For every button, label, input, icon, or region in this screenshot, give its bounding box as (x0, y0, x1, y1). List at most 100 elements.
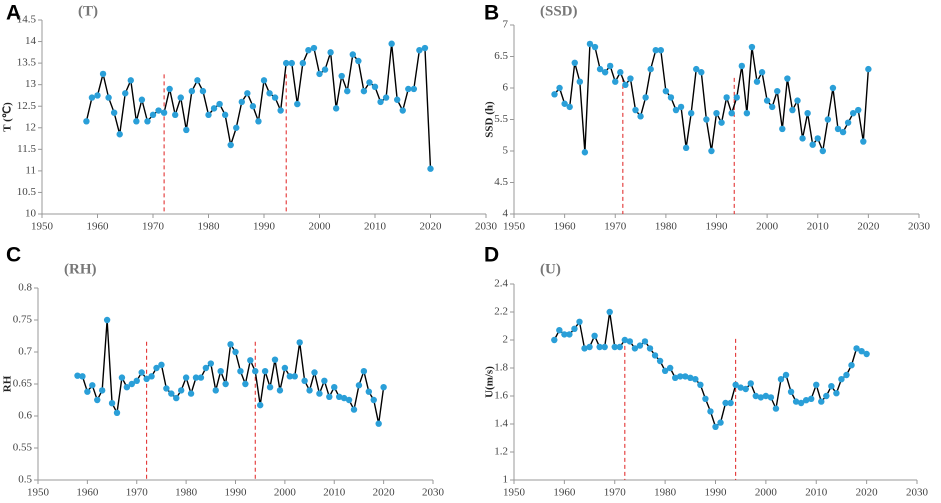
x-tick-label: 2020 (856, 487, 879, 499)
point (612, 78, 619, 85)
x-tick-label: 2010 (323, 487, 346, 499)
point (804, 110, 811, 117)
point (819, 147, 827, 155)
point (576, 318, 583, 325)
point (416, 46, 423, 54)
point (551, 336, 558, 344)
point (144, 118, 151, 125)
point (261, 368, 269, 375)
x-tick-label: 2000 (309, 221, 332, 233)
point (355, 57, 362, 65)
point (792, 398, 800, 405)
point (631, 345, 639, 352)
point (255, 118, 262, 125)
point (110, 109, 118, 116)
point (188, 87, 196, 95)
x-tick-label: 2000 (756, 221, 779, 233)
series-line (553, 42, 870, 154)
y-tick-label: 2 (503, 334, 509, 346)
point (858, 348, 865, 355)
point (641, 338, 649, 345)
point (233, 124, 240, 131)
point (632, 106, 639, 114)
point (863, 350, 870, 358)
point (848, 362, 855, 369)
point (829, 84, 837, 92)
point (823, 392, 830, 400)
point (809, 141, 816, 148)
point (227, 141, 234, 149)
y-tick-label: 2.4 (494, 278, 508, 290)
point (281, 364, 289, 372)
point (843, 371, 850, 379)
panel: D (U) U(m/s) 1950 1960 1970 1980 1990 2000 2010 20… (484, 244, 929, 499)
y-tick-label: 5 (503, 145, 509, 157)
point (375, 420, 382, 427)
point (338, 72, 345, 80)
point (718, 119, 725, 126)
point (118, 374, 126, 381)
y-tick-label: 0.7 (18, 346, 32, 358)
y-tick-label: 1 (503, 474, 509, 486)
point (708, 147, 715, 155)
x-tick-label: 1960 (553, 487, 576, 499)
point (646, 345, 654, 352)
point (394, 96, 401, 103)
point (88, 94, 96, 101)
panel: A (T) T (℃) 1950 1960 1970 1980 1990 2000 2010 202… (2, 2, 498, 233)
point (601, 343, 608, 351)
series-line (85, 43, 432, 169)
point (256, 401, 264, 409)
point (722, 399, 729, 407)
point (377, 98, 384, 106)
point (616, 343, 623, 351)
point (561, 331, 568, 338)
point (723, 94, 730, 101)
panel-letter: D (484, 244, 499, 267)
point (581, 149, 589, 156)
panel-letter: A (6, 2, 21, 25)
panel: B (SSD) SSD (h) 1950 1960 1970 1980 1990 2000 201… (484, 2, 931, 233)
x-tick-label: 1990 (225, 487, 248, 499)
x-tick-label: 1980 (654, 487, 677, 499)
point (266, 90, 273, 97)
x-tick-label: 2030 (906, 487, 929, 499)
point (717, 419, 724, 426)
point (242, 380, 249, 388)
x-tick-label: 1970 (126, 487, 149, 499)
y-tick-label: 7 (503, 19, 509, 31)
point (651, 352, 659, 359)
point (571, 59, 578, 66)
point (306, 387, 313, 394)
point (301, 377, 308, 384)
point (316, 70, 323, 78)
point (207, 360, 215, 367)
point (216, 100, 223, 108)
point (849, 110, 857, 117)
point (277, 107, 284, 114)
point (828, 383, 835, 390)
point (713, 110, 720, 117)
point (405, 85, 412, 93)
point (808, 395, 815, 402)
y-tick-label: 0.75 (13, 314, 33, 326)
point (286, 373, 294, 380)
point (596, 65, 604, 73)
point (687, 110, 695, 117)
point (556, 327, 563, 334)
point (158, 361, 165, 368)
y-tick-label: 1.4 (494, 418, 508, 430)
x-tick-label: 2020 (373, 487, 396, 499)
point (210, 105, 218, 112)
point (350, 406, 358, 413)
point (344, 87, 351, 95)
point (116, 131, 123, 138)
point (737, 384, 744, 391)
point (168, 390, 175, 397)
point (617, 69, 624, 76)
point (182, 374, 190, 381)
point (677, 103, 685, 111)
x-tick-label: 1980 (655, 221, 678, 233)
point (84, 388, 91, 395)
point (611, 343, 618, 351)
